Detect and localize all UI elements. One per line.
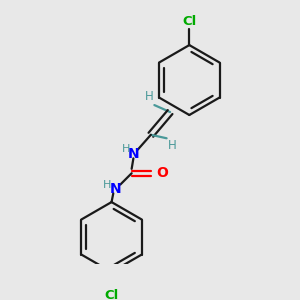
Text: H: H: [167, 139, 176, 152]
Text: H: H: [103, 181, 111, 190]
Text: N: N: [110, 182, 122, 196]
Text: Cl: Cl: [182, 16, 196, 28]
Text: Cl: Cl: [104, 289, 119, 300]
Text: H: H: [145, 90, 154, 103]
Text: N: N: [128, 147, 139, 161]
Text: H: H: [122, 144, 130, 154]
Text: O: O: [156, 166, 168, 180]
